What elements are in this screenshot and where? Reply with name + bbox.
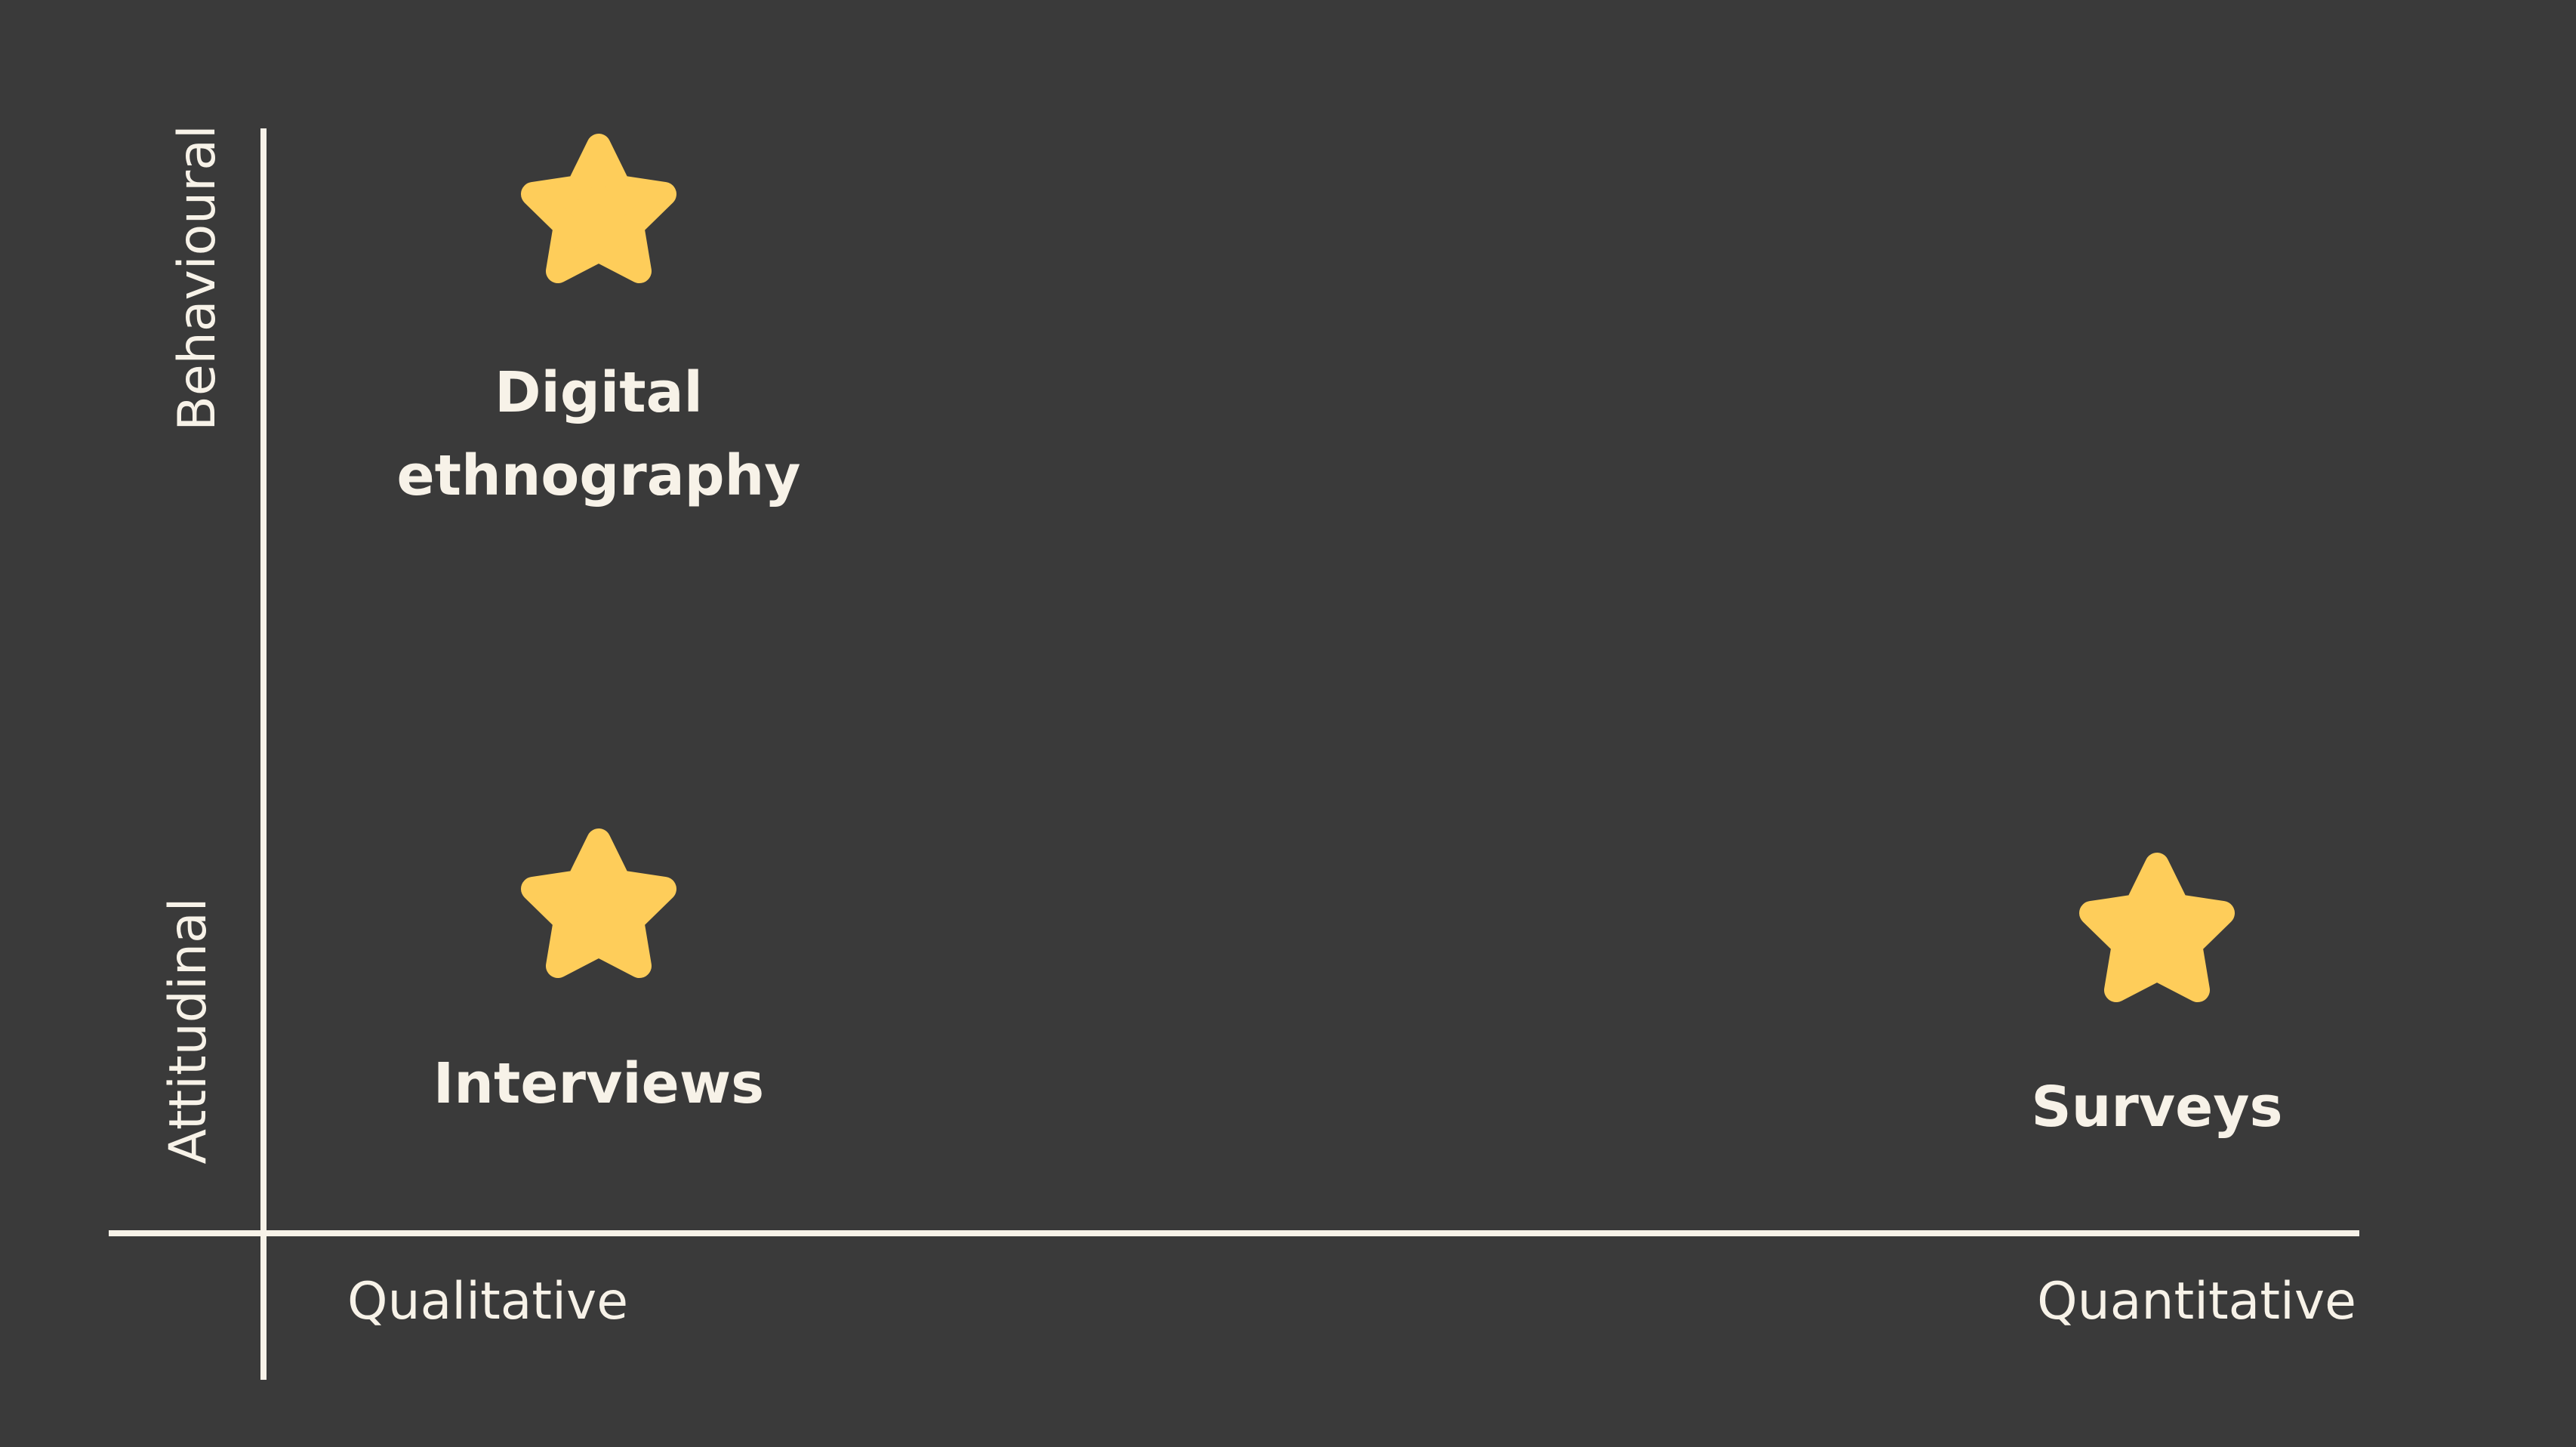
star-icon [2079, 853, 2235, 1002]
y-axis-label-behavioural: Behavioural [168, 125, 227, 431]
x-axis-line [109, 1230, 2359, 1236]
item-label-digital-ethnography: Digital ethnography [334, 351, 863, 517]
y-axis-label-attitudinal: Attitudinal [159, 897, 218, 1165]
y-axis-line [260, 128, 267, 1380]
item-label-line-1: Digital [495, 360, 703, 425]
star-icon [521, 134, 676, 283]
item-label-interviews: Interviews [433, 1051, 765, 1116]
item-label-line-2: ethnography [396, 443, 801, 508]
item-label-surveys: Surveys [2031, 1075, 2283, 1140]
x-axis-label-qualitative: Qualitative [347, 1272, 629, 1331]
x-axis-label-quantitative: Quantitative [2037, 1272, 2356, 1331]
star-icon [521, 828, 676, 978]
